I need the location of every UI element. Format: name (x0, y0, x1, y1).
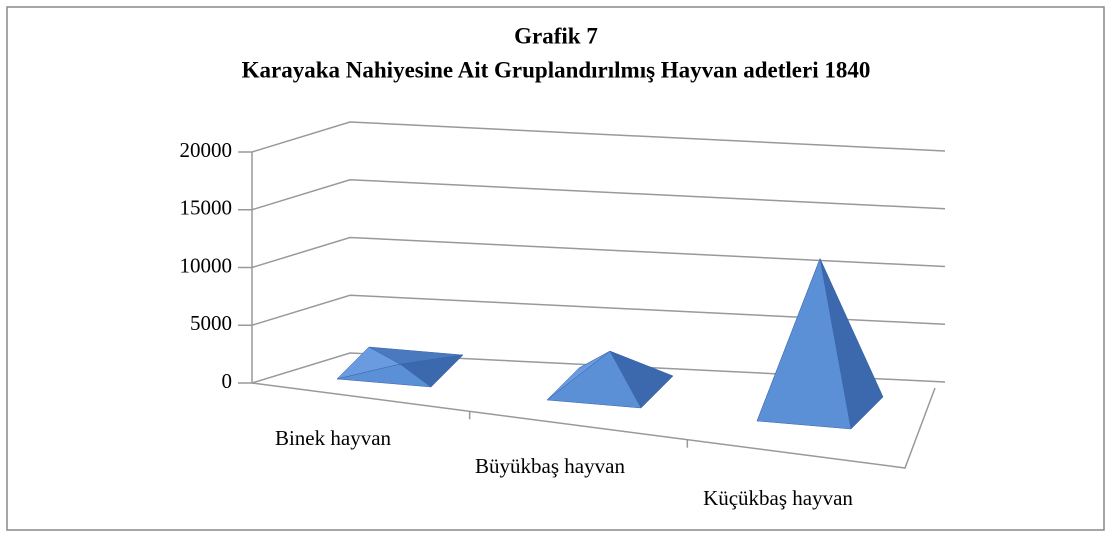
pyramid (546, 350, 674, 409)
y-tick-label: 20000 (180, 138, 233, 162)
y-tick-label: 0 (222, 369, 233, 393)
x-tick-label: Binek hayvan (275, 426, 392, 450)
grid-line (238, 178, 946, 211)
grid-line (238, 236, 946, 269)
chart-title: Grafik 7 (514, 23, 598, 48)
chart-subtitle: Karayaka Nahiyesine Ait Gruplandırılmış … (242, 57, 871, 82)
pyramid (336, 346, 464, 388)
x-tick-label: Küçükbaş hayvan (703, 486, 853, 510)
y-tick-label: 15000 (180, 196, 233, 220)
pyramid-front (546, 350, 642, 409)
grid-line (238, 294, 946, 326)
pyramid-front (336, 363, 432, 388)
chart-border (6, 6, 1105, 531)
y-tick-label: 10000 (180, 253, 233, 277)
x-tick-label: Büyükbaş hayvan (475, 454, 625, 478)
y-tick-label: 5000 (190, 311, 232, 335)
pyramid-front (756, 257, 852, 430)
pyramid (756, 257, 884, 430)
grid-line (238, 121, 946, 153)
